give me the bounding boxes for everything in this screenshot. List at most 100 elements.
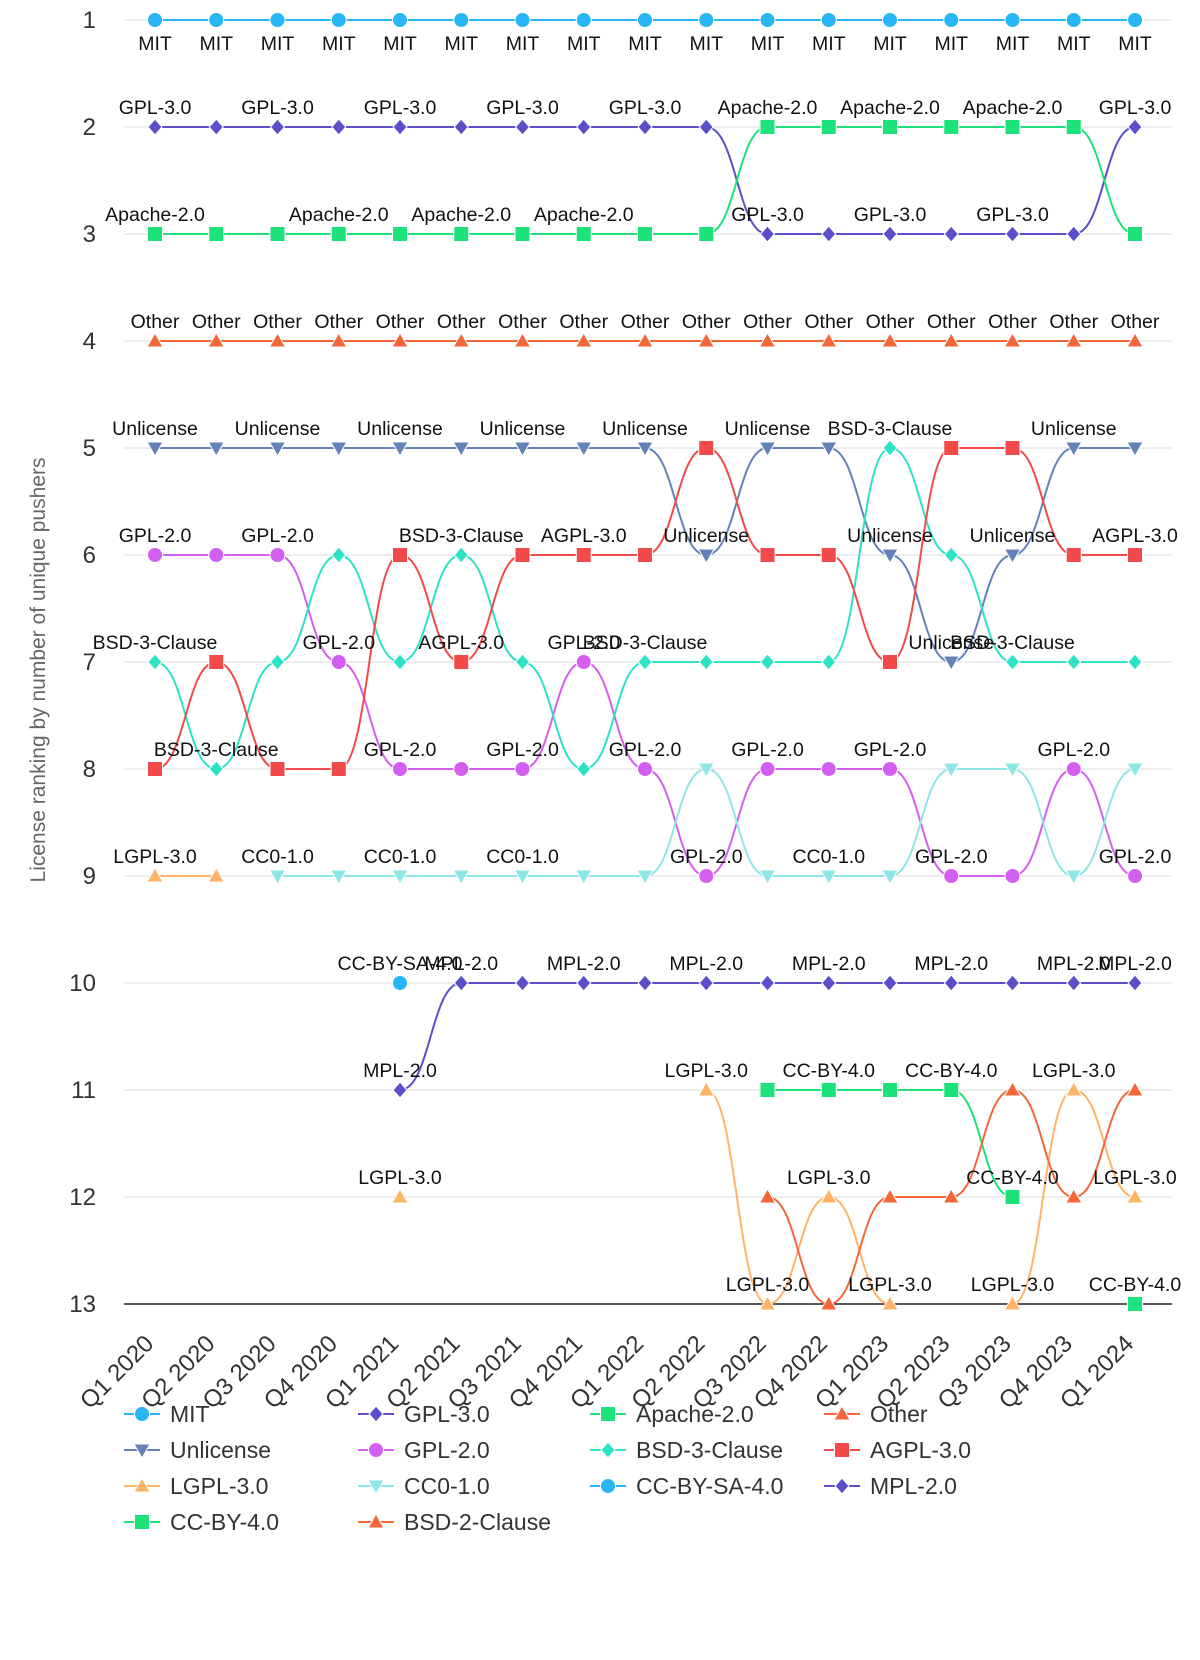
data-label-unlicense: Unlicense [112, 418, 198, 440]
data-label-other: Other [559, 311, 608, 333]
point-mpl-2-0 [821, 974, 837, 992]
point-agpl-3-0 [1065, 547, 1082, 563]
data-label-gpl-3-0: GPL-3.0 [486, 97, 559, 119]
y-tick-label: 5 [83, 435, 96, 462]
data-label-lgpl-3-0: LGPL-3.0 [1093, 1167, 1177, 1189]
data-label-mit: MIT [628, 33, 662, 55]
series-line-cc0-1-0 [277, 767, 1136, 878]
data-label-unlicense: Unlicense [602, 418, 688, 440]
y-tick-label: 8 [83, 756, 96, 783]
data-label-gpl-3-0: GPL-3.0 [241, 97, 314, 119]
legend-item-cc0-1-0[interactable]: CC0-1.0 [358, 1473, 490, 1499]
point-gpl-3-0 [882, 225, 898, 243]
legend-item-mit[interactable]: MIT [124, 1401, 210, 1427]
point-gpl-2-0 [943, 868, 960, 884]
series-line-bsd-3-clause [154, 446, 1135, 771]
data-label-other: Other [314, 311, 363, 333]
data-label-other: Other [376, 311, 425, 333]
point-mpl-2-0 [1004, 974, 1021, 992]
data-label-lgpl-3-0: LGPL-3.0 [848, 1274, 932, 1296]
data-label-other: Other [927, 311, 976, 333]
point-agpl-3-0 [698, 440, 715, 456]
legend-label: MIT [170, 1401, 210, 1427]
point-bsd-2-clause [819, 1294, 838, 1311]
data-label-unlicense: Unlicense [357, 418, 443, 440]
data-label-mit: MIT [1118, 33, 1152, 55]
data-label-agpl-3-0: AGPL-3.0 [418, 632, 504, 654]
point-apache-2-0 [882, 119, 898, 135]
data-label-cc-by-4-0: CC-BY-4.0 [783, 1060, 876, 1082]
point-gpl-2-0 [392, 761, 408, 777]
point-cc-by-4-0 [882, 1082, 898, 1098]
data-label-other: Other [988, 311, 1037, 333]
point-apache-2-0 [392, 226, 408, 242]
data-label-gpl-2-0: GPL-2.0 [854, 739, 927, 761]
point-bsd-3-clause [331, 546, 347, 564]
point-unlicense [329, 441, 348, 458]
data-label-mit: MIT [199, 33, 233, 55]
point-cc0-1-0 [329, 869, 348, 886]
point-other [1003, 331, 1022, 348]
series-line-agpl-3-0 [154, 446, 1135, 771]
legend-item-gpl-2-0[interactable]: GPL-2.0 [358, 1437, 490, 1463]
legend-item-agpl-3-0[interactable]: AGPL-3.0 [824, 1437, 971, 1463]
point-cc0-1-0 [758, 869, 777, 886]
point-bsd-3-clause [514, 653, 531, 671]
legend-item-bsd-3-clause[interactable]: BSD-3-Clause [590, 1437, 783, 1463]
point-gpl-3-0 [1004, 225, 1021, 243]
point-cc0-1-0 [881, 869, 899, 886]
data-label-gpl-2-0: GPL-2.0 [1037, 739, 1110, 761]
legend-item-mpl-2-0[interactable]: MPL-2.0 [824, 1473, 957, 1499]
legend-marker-lgpl-3-0 [133, 1476, 151, 1493]
data-label-gpl-2-0: GPL-2.0 [915, 846, 988, 868]
y-tick-label: 2 [83, 114, 96, 141]
legend-item-bsd-2-clause[interactable]: BSD-2-Clause [358, 1509, 551, 1535]
data-label-lgpl-3-0: LGPL-3.0 [1032, 1060, 1116, 1082]
point-lgpl-3-0 [819, 1187, 838, 1204]
data-label-bsd-3-clause: BSD-3-Clause [154, 739, 279, 761]
legend-item-gpl-3-0[interactable]: GPL-3.0 [358, 1401, 490, 1427]
data-label-bsd-3-clause: BSD-3-Clause [399, 525, 524, 547]
point-cc0-1-0 [452, 869, 471, 886]
point-gpl-2-0 [453, 761, 470, 777]
point-unlicense [146, 441, 164, 458]
legend-item-lgpl-3-0[interactable]: LGPL-3.0 [124, 1473, 268, 1499]
point-mit [208, 12, 225, 28]
point-mpl-2-0 [514, 974, 531, 992]
y-tick-label: 9 [83, 863, 96, 890]
point-mit [1004, 12, 1021, 28]
point-apache-2-0 [637, 226, 653, 242]
point-other [881, 331, 899, 348]
point-mpl-2-0 [392, 1081, 408, 1099]
point-bsd-2-clause [942, 1187, 961, 1204]
legend-item-other[interactable]: Other [824, 1401, 928, 1427]
y-tick-label: 4 [83, 328, 96, 355]
y-tick-label: 1 [83, 7, 96, 34]
point-apache-2-0 [1004, 119, 1021, 135]
legend-item-cc-by-sa-4-0[interactable]: CC-BY-SA-4.0 [590, 1473, 783, 1499]
data-label-mpl-2-0: MPL-2.0 [1098, 953, 1172, 975]
legend-marker-gpl-3-0 [368, 1405, 384, 1423]
point-gpl-2-0 [269, 547, 286, 563]
data-label-other: Other [804, 311, 853, 333]
point-mpl-2-0 [698, 974, 714, 992]
data-label-apache-2-0: Apache-2.0 [718, 97, 818, 119]
data-label-mpl-2-0: MPL-2.0 [1037, 953, 1111, 975]
point-gpl-3-0 [576, 118, 592, 136]
data-label-gpl-3-0: GPL-3.0 [364, 97, 437, 119]
point-cc0-1-0 [697, 762, 716, 779]
legend-item-unlicense[interactable]: Unlicense [124, 1437, 271, 1463]
data-label-unlicense: Unlicense [480, 418, 566, 440]
point-agpl-3-0 [943, 440, 960, 456]
point-agpl-3-0 [147, 761, 163, 777]
point-apache-2-0 [698, 226, 715, 242]
data-label-lgpl-3-0: LGPL-3.0 [971, 1274, 1055, 1296]
point-unlicense [391, 441, 409, 458]
data-label-lgpl-3-0: LGPL-3.0 [726, 1274, 810, 1296]
legend-marker-bsd-2-clause [367, 1512, 385, 1529]
legend-marker-mpl-2-0 [834, 1477, 850, 1495]
legend-item-cc-by-4-0[interactable]: CC-BY-4.0 [124, 1509, 279, 1535]
legend-item-apache-2-0[interactable]: Apache-2.0 [590, 1401, 754, 1427]
point-mit [820, 12, 837, 28]
point-apache-2-0 [208, 226, 225, 242]
